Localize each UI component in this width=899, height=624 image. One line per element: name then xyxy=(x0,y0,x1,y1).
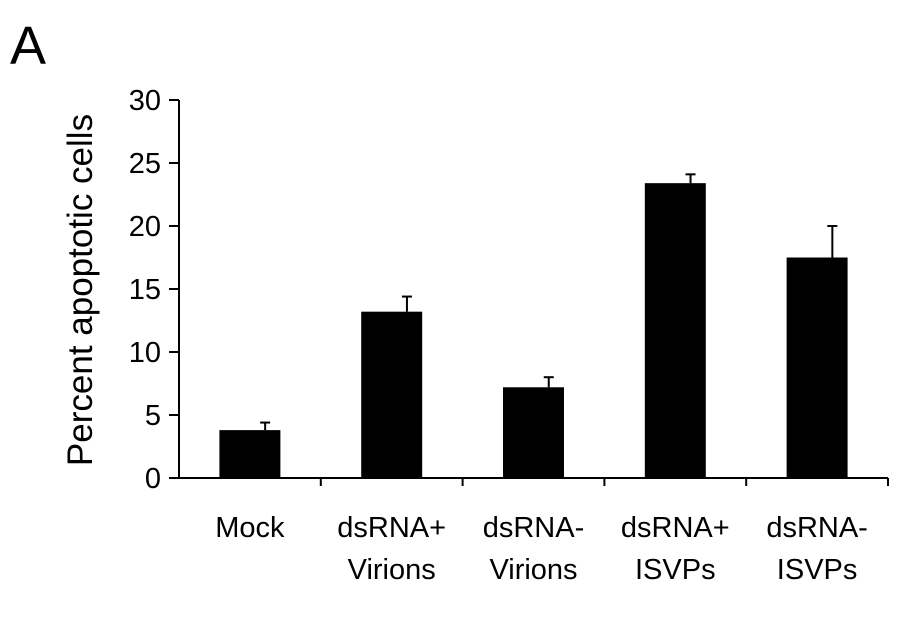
y-tick-label: 15 xyxy=(129,274,161,306)
y-tick-label: 0 xyxy=(145,463,161,495)
y-tick-label: 25 xyxy=(129,148,161,180)
panel-label: A xyxy=(10,16,46,76)
category-label: dsRNA+ Virions xyxy=(337,512,446,586)
bar xyxy=(786,257,848,478)
y-tick-label: 30 xyxy=(129,85,161,117)
bar xyxy=(503,387,564,478)
bar xyxy=(644,183,706,478)
bar xyxy=(219,430,281,478)
bar xyxy=(361,311,423,478)
y-tick-label: 10 xyxy=(129,337,161,369)
category-label: dsRNA-ISVPs xyxy=(766,512,868,586)
y-tick-label: 5 xyxy=(145,400,161,432)
category-label: dsRNA+ ISVPs xyxy=(621,512,730,586)
y-tick-label: 20 xyxy=(129,211,161,243)
y-axis-label: Percent apoptotic cells xyxy=(61,114,100,466)
category-label: dsRNA-Virions xyxy=(483,512,585,586)
category-label: Mock xyxy=(215,512,285,544)
